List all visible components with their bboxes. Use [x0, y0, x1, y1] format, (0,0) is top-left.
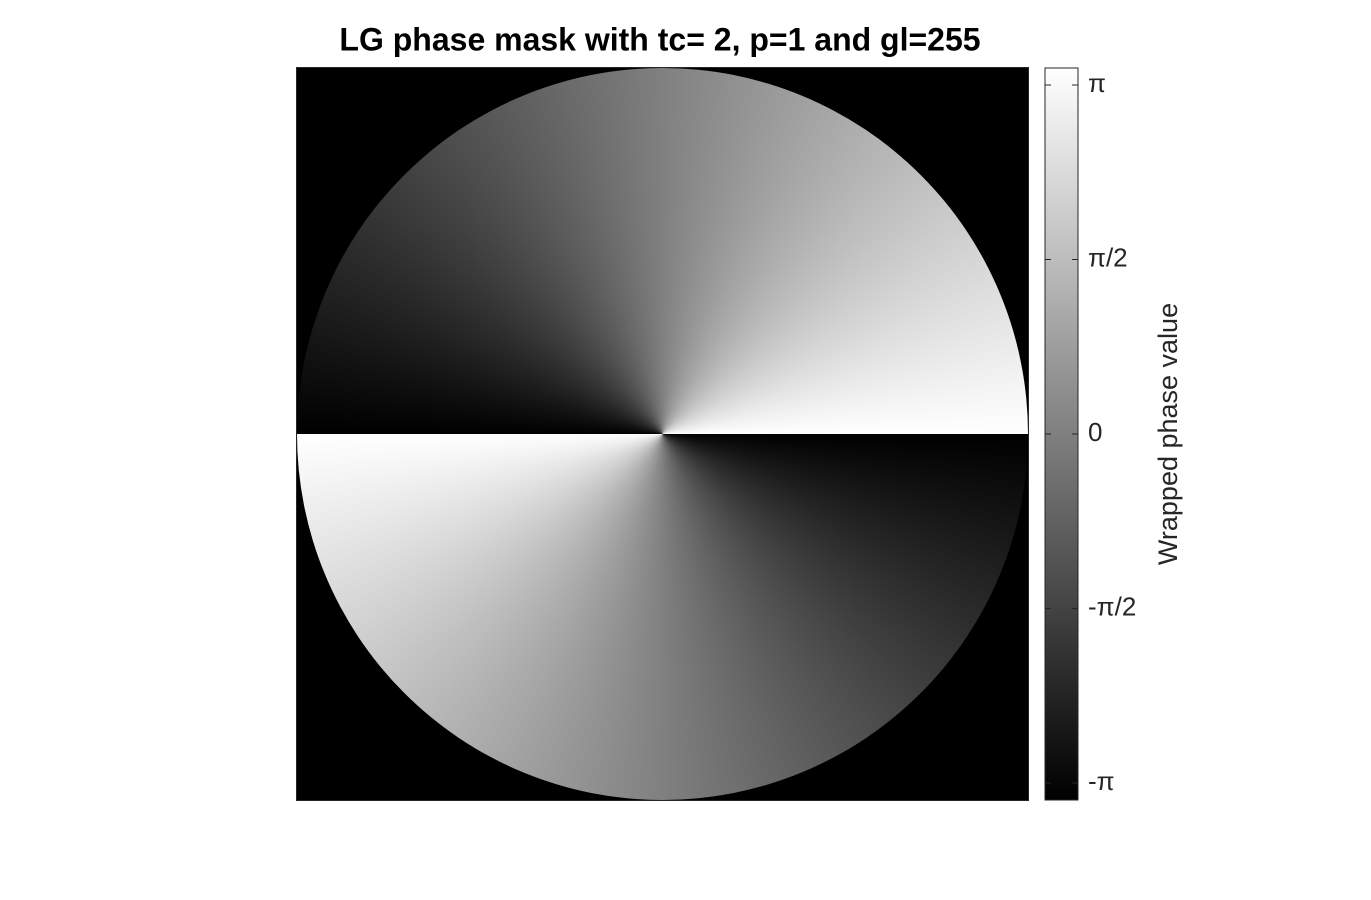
- tick-label: 0: [1088, 417, 1102, 447]
- tick-label: π/2: [1088, 242, 1128, 272]
- tick-label: -π: [1088, 766, 1115, 796]
- colorbar-label: Wrapped phase value: [1153, 303, 1183, 565]
- tick-label: -π/2: [1088, 591, 1136, 621]
- phase-disk: [297, 68, 1028, 800]
- chart-title: LG phase mask with tc= 2, p=1 and gl=255: [339, 21, 980, 57]
- phase-image: [296, 67, 1029, 801]
- tick-label: π: [1088, 68, 1106, 98]
